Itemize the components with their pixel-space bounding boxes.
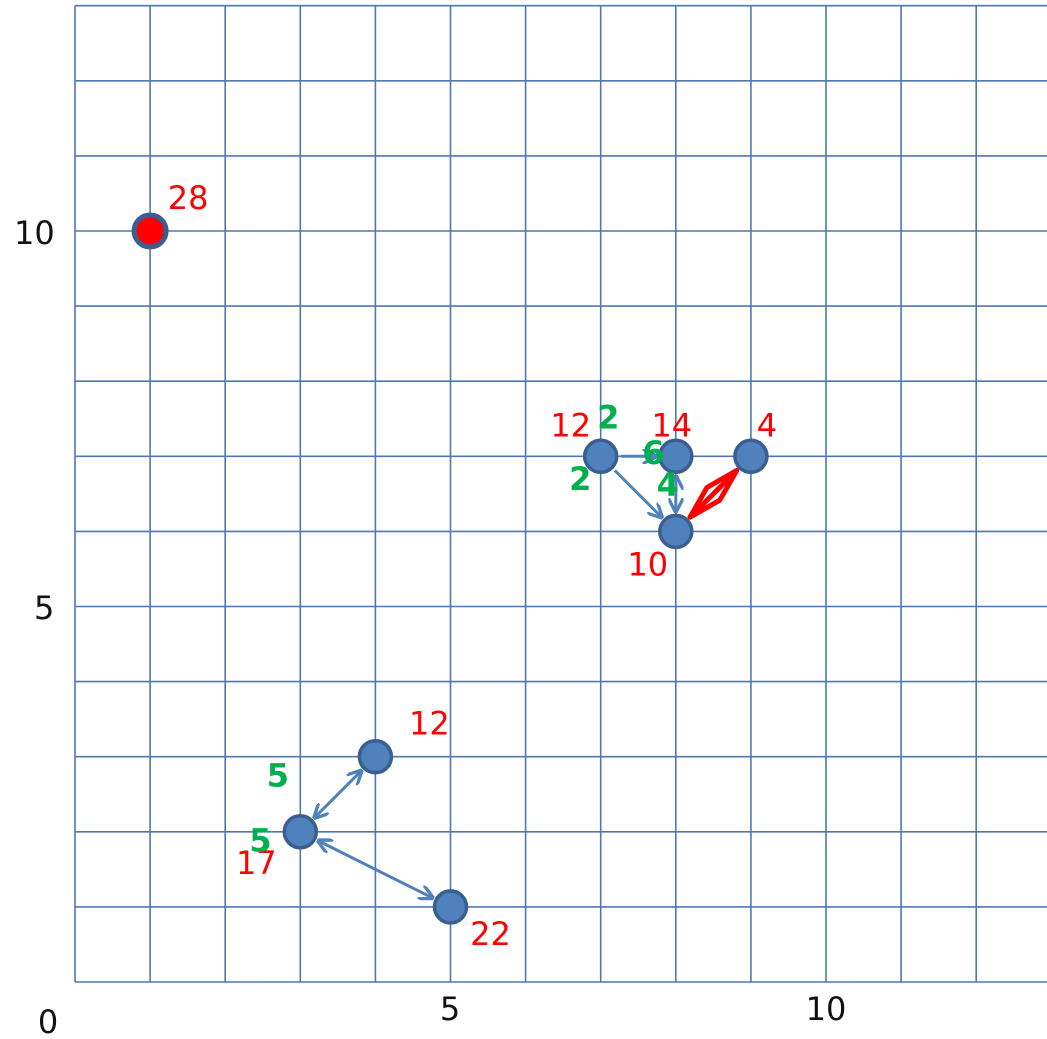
node-n17 <box>282 814 319 850</box>
edge-line-3 <box>688 468 739 520</box>
edge-arrow-1 <box>613 469 662 517</box>
node-value-n12b: 12 <box>409 705 450 743</box>
y-tick-label-10: 10 <box>14 214 55 252</box>
node-n28 <box>131 212 169 250</box>
grid <box>74 4 1047 983</box>
node-n4 <box>733 438 769 475</box>
edge-weight-2: 4 <box>657 466 679 504</box>
edge-weight-3: 6 <box>642 434 664 472</box>
node-value-n17: 17 <box>236 844 277 882</box>
node-n10 <box>658 513 694 550</box>
node-value-n10: 10 <box>627 545 668 583</box>
nodes <box>131 212 769 925</box>
y-tick-label-5: 5 <box>34 589 54 627</box>
edge-weight-5: 5 <box>249 821 271 859</box>
node-n12b <box>357 738 394 775</box>
axis-ticks: 0 5 10 5 10 <box>14 214 846 1039</box>
node-value-n14: 14 <box>651 406 692 444</box>
x-tick-label-0: 0 <box>38 1003 58 1039</box>
edge-weight-0: 2 <box>597 398 619 436</box>
edge-weight-4: 5 <box>267 756 289 794</box>
edge-arrow-4 <box>314 771 361 818</box>
node-n12a <box>582 438 619 475</box>
node-value-n28: 28 <box>168 179 209 217</box>
node-value-n22: 22 <box>470 915 511 953</box>
node-n14 <box>658 438 694 475</box>
x-tick-label-5: 5 <box>440 990 460 1028</box>
edges <box>314 456 740 898</box>
node-value-n4: 4 <box>757 406 777 444</box>
node-n22 <box>432 889 469 925</box>
x-tick-label-10: 10 <box>806 990 847 1028</box>
node-value-n12a: 12 <box>550 406 591 444</box>
edge-arrow-5 <box>318 841 432 898</box>
edge-weight-1: 2 <box>569 460 591 498</box>
